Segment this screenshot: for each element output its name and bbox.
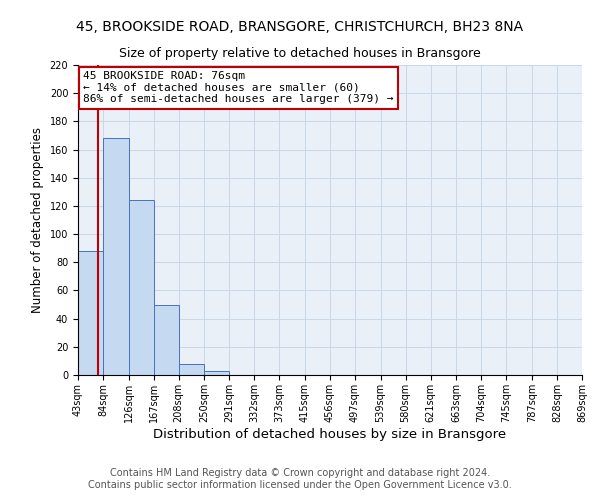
Bar — [103, 138, 128, 375]
Bar — [179, 364, 205, 375]
Bar — [128, 200, 154, 375]
Y-axis label: Number of detached properties: Number of detached properties — [31, 127, 44, 313]
Text: Contains HM Land Registry data © Crown copyright and database right 2024.
Contai: Contains HM Land Registry data © Crown c… — [88, 468, 512, 490]
Text: Size of property relative to detached houses in Bransgore: Size of property relative to detached ho… — [119, 48, 481, 60]
Bar — [154, 304, 179, 375]
Text: 45 BROOKSIDE ROAD: 76sqm
← 14% of detached houses are smaller (60)
86% of semi-d: 45 BROOKSIDE ROAD: 76sqm ← 14% of detach… — [83, 71, 394, 104]
Text: 45, BROOKSIDE ROAD, BRANSGORE, CHRISTCHURCH, BH23 8NA: 45, BROOKSIDE ROAD, BRANSGORE, CHRISTCHU… — [76, 20, 524, 34]
X-axis label: Distribution of detached houses by size in Bransgore: Distribution of detached houses by size … — [154, 428, 506, 440]
Bar — [205, 371, 229, 375]
Bar — [78, 251, 103, 375]
